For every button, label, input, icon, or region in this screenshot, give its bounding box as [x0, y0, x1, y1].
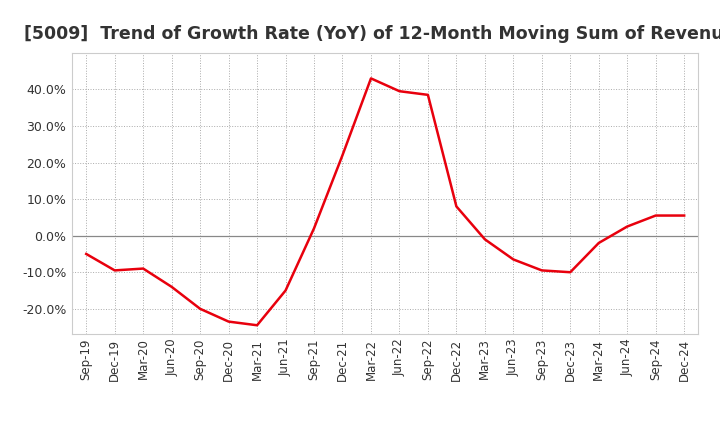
Title: [5009]  Trend of Growth Rate (YoY) of 12-Month Moving Sum of Revenues: [5009] Trend of Growth Rate (YoY) of 12-… [24, 25, 720, 43]
